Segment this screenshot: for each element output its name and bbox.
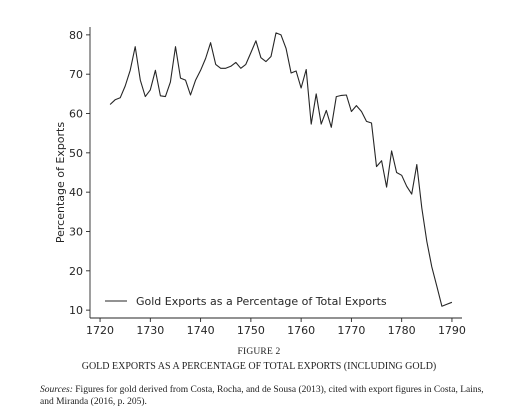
x-tick-label: 1790: [438, 324, 466, 337]
y-tick-label: 30: [69, 225, 83, 238]
y-tick-label: 70: [69, 68, 83, 81]
x-tick-label: 1750: [237, 324, 265, 337]
y-axis-label: Percentage of Exports: [54, 122, 67, 243]
y-tick-label: 50: [69, 147, 83, 160]
y-tick-label: 20: [69, 265, 83, 278]
x-tick-label: 1760: [287, 324, 315, 337]
y-tick-label: 80: [69, 29, 83, 42]
gold-exports-chart: 10 20 30 40 50 60 70 80 1720 1730 1740 1750 1760 1770…: [54, 27, 466, 337]
x-tick-label: 1740: [187, 324, 215, 337]
figure-title: GOLD EXPORTS AS A PERCENTAGE OF TOTAL EX…: [81, 361, 437, 372]
x-tick-label: 1780: [388, 324, 416, 337]
x-tick-label: 1770: [337, 324, 365, 337]
sources-label: Sources:: [40, 385, 73, 395]
sources-text: Figures for gold derived from Costa, Roc…: [40, 385, 484, 407]
series-line: [109, 32, 453, 307]
chart-axes: 10 20 30 40 50 60 70 80 1720 1730 1740 1750 1760 1770…: [69, 27, 466, 337]
y-tick-label: 60: [69, 108, 83, 121]
chart-marks: [109, 32, 453, 307]
figure-sources: Sources: Figures for gold derived from C…: [40, 384, 490, 408]
figure-number: FIGURE 2: [237, 347, 281, 357]
legend-label: Gold Exports as a Percentage of Total Ex…: [136, 295, 387, 308]
x-tick-label: 1730: [136, 324, 164, 337]
x-tick-label: 1720: [86, 324, 114, 337]
y-tick-label: 10: [69, 304, 83, 317]
y-tick-label: 40: [69, 186, 83, 199]
chart-legend: Gold Exports as a Percentage of Total Ex…: [105, 295, 387, 308]
